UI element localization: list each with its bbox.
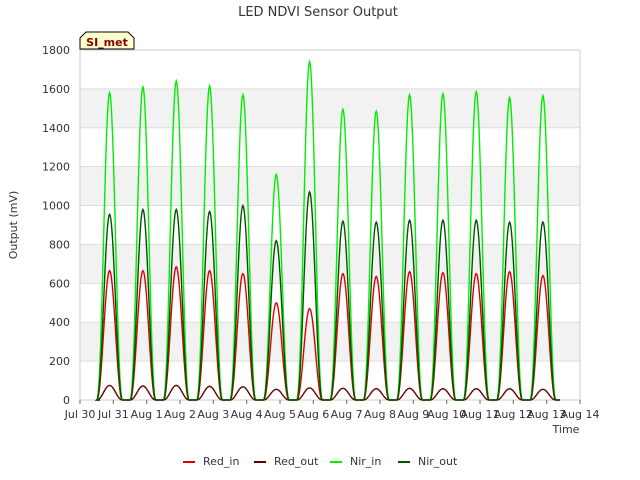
x-tick-label: Jul 31 [97,408,129,421]
y-tick-label: 1400 [42,122,70,135]
y-tick-label: 400 [49,316,70,329]
x-axis-label: Time [552,423,580,436]
x-tick-label: Jul 30 [64,408,96,421]
x-tick-label: Aug 7 [331,408,363,421]
grid-band [80,88,580,128]
grid-bands [80,49,580,401]
y-tick-label: 1200 [42,161,70,174]
annotation-box: SI_met [79,31,135,50]
annotation-shape [79,31,135,50]
y-tick-label: 200 [49,355,70,368]
y-tick-label: 800 [49,238,70,251]
plot-lines [94,59,560,401]
y-tick-label: 0 [63,394,70,407]
x-tick-label: Aug 10 [427,408,466,421]
legend-label: Nir_out [418,455,458,468]
legend-label: Red_in [203,455,239,468]
x-axis: Jul 30 Jul 31 Aug 1 Aug 2 Aug 3 Aug 4 Aug 5 Aug… [64,400,600,421]
y-tick-label: 600 [49,277,70,290]
x-tick-label: Aug 9 [397,408,429,421]
y-axis: 0 200 400 600 800 1000 1200 1400 1600 1800 [42,44,70,407]
grid-band [80,244,580,284]
x-tick-label: Aug 3 [197,408,229,421]
y-tick-label: 1600 [42,83,70,96]
grid-band [80,166,580,206]
x-tick-label: Aug 2 [164,408,196,421]
x-tick-label: Aug 5 [264,408,296,421]
y-tick-label: 1800 [42,44,70,57]
x-tick-label: Aug 12 [494,408,533,421]
chart-title: LED NDVI Sensor Output [238,5,398,20]
legend-label: Nir_in [350,455,381,468]
x-tick-label: Aug 6 [297,408,329,421]
x-tick-label: Aug 14 [561,408,600,421]
x-tick-label: Aug 1 [131,408,163,421]
y-tick-label: 1000 [42,200,70,213]
legend: Red_in Red_out Nir_in Nir_out [183,455,458,468]
x-tick-label: Aug 8 [364,408,396,421]
x-tick-label: Aug 11 [461,408,500,421]
x-tick-label: Aug 4 [231,408,263,421]
series-line-nir-out [95,190,560,401]
y-axis-label: Output (mV) [7,191,20,260]
grid-band [80,322,580,362]
legend-label: Red_out [274,455,319,468]
annotation-label: SI_met [86,36,128,49]
x-tick-label: Aug 13 [527,408,566,421]
